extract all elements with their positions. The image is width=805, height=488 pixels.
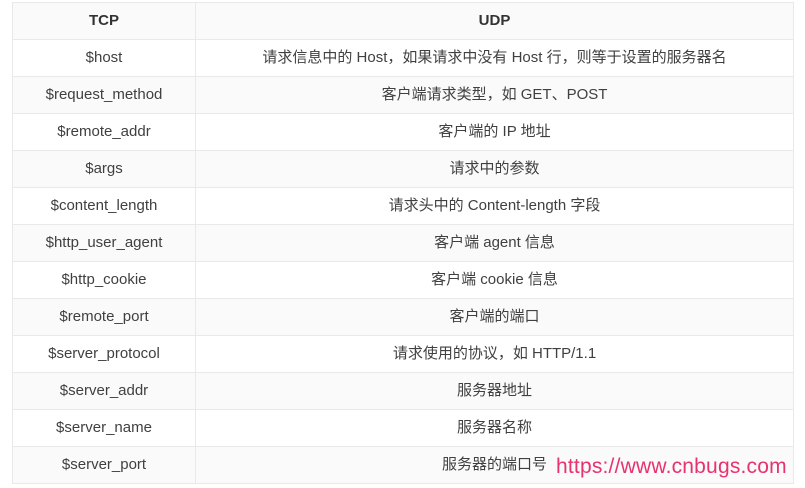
table-row: $request_method 客户端请求类型，如 GET、POST: [12, 76, 794, 114]
variable-cell: $server_protocol: [12, 335, 196, 373]
table-row: $server_name 服务器名称: [12, 409, 794, 447]
variables-table-container: TCP UDP $host 请求信息中的 Host，如果请求中没有 Host 行…: [12, 2, 794, 484]
description-cell: 服务器地址: [195, 372, 794, 410]
variable-cell: $server_addr: [12, 372, 196, 410]
description-cell: 客户端的 IP 地址: [195, 113, 794, 151]
description-cell: 客户端 agent 信息: [195, 224, 794, 262]
description-cell: 客户端 cookie 信息: [195, 261, 794, 299]
table-row: $remote_addr 客户端的 IP 地址: [12, 113, 794, 151]
variable-cell: $args: [12, 150, 196, 188]
variable-cell: $server_port: [12, 446, 196, 484]
variable-cell: $content_length: [12, 187, 196, 225]
variable-cell: $remote_addr: [12, 113, 196, 151]
site-watermark-url: https://www.cnbugs.com: [556, 455, 787, 478]
table-row: $host 请求信息中的 Host，如果请求中没有 Host 行，则等于设置的服…: [12, 39, 794, 77]
table-row: $args 请求中的参数: [12, 150, 794, 188]
variable-cell: $request_method: [12, 76, 196, 114]
table-header-row: TCP UDP: [12, 2, 794, 40]
table-row: $server_port 服务器的端口号: [12, 446, 794, 484]
column-header-udp: UDP: [195, 2, 794, 40]
table-row: $remote_port 客户端的端口: [12, 298, 794, 336]
variable-cell: $http_cookie: [12, 261, 196, 299]
table-row: $content_length 请求头中的 Content-length 字段: [12, 187, 794, 225]
table-row: $http_cookie 客户端 cookie 信息: [12, 261, 794, 299]
table-row: $server_protocol 请求使用的协议，如 HTTP/1.1: [12, 335, 794, 373]
variable-cell: $remote_port: [12, 298, 196, 336]
description-cell: 请求中的参数: [195, 150, 794, 188]
variable-cell: $server_name: [12, 409, 196, 447]
nginx-variables-table: TCP UDP $host 请求信息中的 Host，如果请求中没有 Host 行…: [12, 2, 794, 484]
description-cell: 请求信息中的 Host，如果请求中没有 Host 行，则等于设置的服务器名: [195, 39, 794, 77]
description-cell: 服务器的端口号: [195, 446, 794, 484]
description-cell: 客户端的端口: [195, 298, 794, 336]
description-cell: 请求头中的 Content-length 字段: [195, 187, 794, 225]
table-body: $host 请求信息中的 Host，如果请求中没有 Host 行，则等于设置的服…: [12, 39, 794, 484]
description-cell: 客户端请求类型，如 GET、POST: [195, 76, 794, 114]
description-cell: 请求使用的协议，如 HTTP/1.1: [195, 335, 794, 373]
description-cell: 服务器名称: [195, 409, 794, 447]
variable-cell: $http_user_agent: [12, 224, 196, 262]
variable-cell: $host: [12, 39, 196, 77]
table-row: $server_addr 服务器地址: [12, 372, 794, 410]
table-row: $http_user_agent 客户端 agent 信息: [12, 224, 794, 262]
column-header-tcp: TCP: [12, 2, 196, 40]
